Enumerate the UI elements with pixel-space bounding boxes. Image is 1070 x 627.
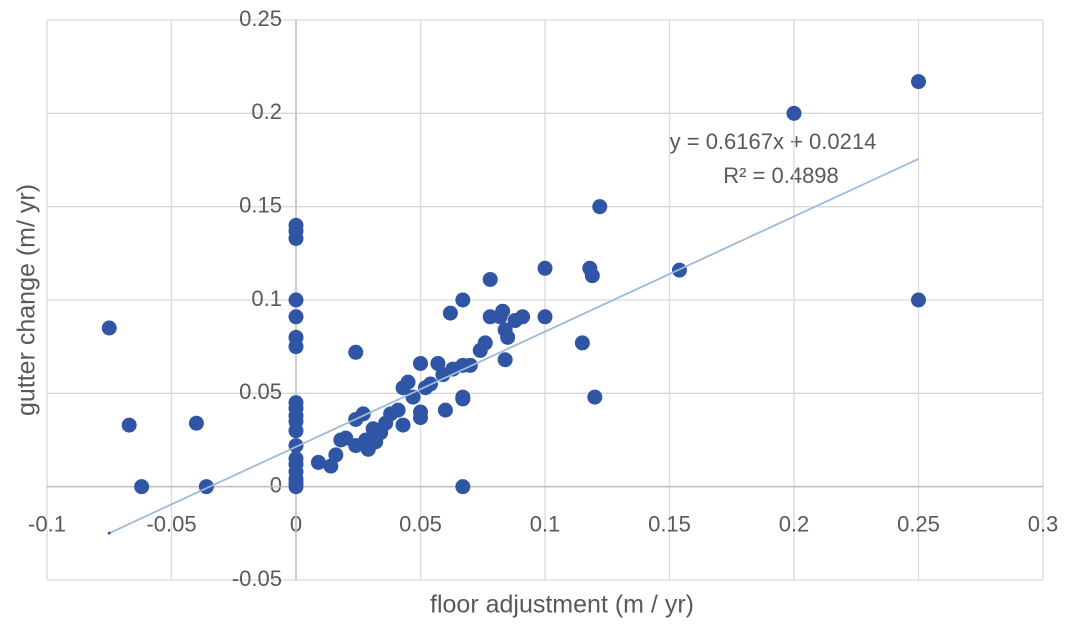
point bbox=[455, 391, 471, 407]
point bbox=[101, 320, 117, 336]
point bbox=[455, 479, 471, 495]
x-tick-label: -0.05 bbox=[146, 511, 196, 536]
x-axis-title: floor adjustment (m / yr) bbox=[430, 591, 694, 619]
trendline-end bbox=[107, 531, 111, 535]
y-tick-label: 0 bbox=[270, 472, 282, 497]
x-tick-label: 0.1 bbox=[530, 511, 561, 536]
point bbox=[515, 309, 531, 325]
point bbox=[911, 292, 926, 308]
y-tick-label: -0.05 bbox=[232, 566, 282, 591]
x-tick-label: 0.15 bbox=[648, 511, 691, 536]
point bbox=[400, 374, 416, 390]
point bbox=[442, 305, 458, 321]
point bbox=[288, 438, 304, 454]
r-squared: R² = 0.4898 bbox=[723, 163, 839, 188]
point bbox=[455, 292, 471, 308]
x-tick-label: 0.05 bbox=[399, 511, 442, 536]
x-tick-label: -0.1 bbox=[28, 511, 66, 536]
point bbox=[323, 458, 339, 474]
point bbox=[288, 423, 304, 439]
y-axis-title: gutter change (m/ yr) bbox=[13, 184, 41, 416]
y-tick-label: 0.05 bbox=[239, 379, 282, 404]
point bbox=[500, 329, 516, 345]
point bbox=[413, 355, 428, 371]
point bbox=[188, 415, 204, 431]
point bbox=[477, 335, 493, 351]
point bbox=[584, 268, 600, 284]
point bbox=[288, 309, 304, 325]
point bbox=[537, 309, 553, 325]
y-tick-label: 0.2 bbox=[251, 99, 282, 124]
point bbox=[348, 344, 364, 360]
point bbox=[288, 230, 304, 246]
point bbox=[288, 479, 304, 495]
point bbox=[911, 74, 926, 90]
point bbox=[786, 105, 802, 121]
point bbox=[134, 479, 150, 495]
point bbox=[574, 335, 590, 351]
point bbox=[390, 402, 406, 418]
x-tick-label: 0.25 bbox=[897, 511, 940, 536]
point bbox=[405, 389, 421, 405]
point bbox=[437, 402, 453, 418]
point bbox=[288, 292, 304, 308]
point bbox=[482, 271, 498, 287]
trendline-equation: y = 0.6167x + 0.0214 bbox=[670, 129, 877, 154]
x-tick-label: 0.3 bbox=[1028, 511, 1059, 536]
point bbox=[288, 339, 304, 355]
point bbox=[587, 389, 603, 405]
point bbox=[592, 199, 608, 215]
x-tick-label: 0.2 bbox=[779, 511, 810, 536]
point bbox=[497, 352, 513, 368]
point bbox=[430, 355, 446, 371]
y-tick-label: 0.15 bbox=[239, 192, 282, 217]
y-tick-label: 0.1 bbox=[251, 286, 282, 311]
point bbox=[537, 260, 553, 276]
point bbox=[328, 447, 344, 463]
point bbox=[495, 303, 511, 319]
y-tick-label: 0.25 bbox=[239, 6, 282, 31]
point bbox=[413, 404, 428, 420]
trendline bbox=[108, 158, 919, 534]
point bbox=[310, 454, 326, 470]
point bbox=[121, 417, 137, 433]
point bbox=[395, 417, 411, 433]
